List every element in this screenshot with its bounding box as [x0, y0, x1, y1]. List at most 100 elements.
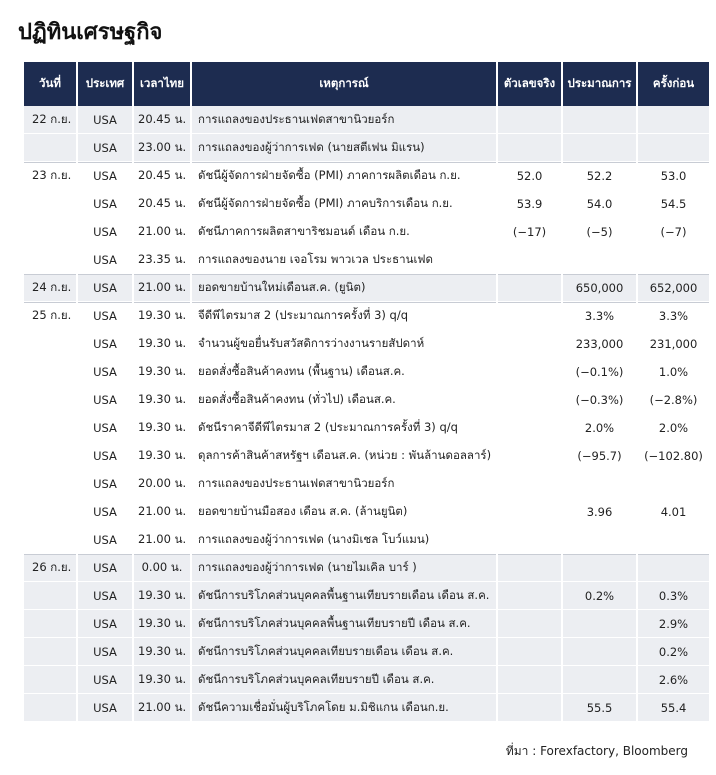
- actual-cell: [498, 246, 561, 274]
- event-cell: ยอดสั่งซื้อสินค้าคงทน (พื้นฐาน) เดือนส.ค…: [192, 358, 496, 386]
- forecast-cell: (−95.7): [563, 442, 636, 470]
- actual-cell: [498, 470, 561, 498]
- country-cell: USA: [78, 694, 132, 722]
- country-cell: USA: [78, 106, 132, 134]
- time-cell: 21.00 น.: [134, 694, 190, 722]
- time-cell: 20.45 น.: [134, 106, 190, 134]
- table-row: USA 19.30 น. จำนวนผู้ขอยื่นรับสวัสดิการว่า…: [24, 330, 709, 358]
- date-cell: [24, 218, 76, 246]
- header-cell: ตัวเลขจริง: [498, 62, 561, 106]
- time-cell: 21.00 น.: [134, 218, 190, 246]
- previous-cell: 2.0%: [638, 414, 709, 442]
- country-cell: USA: [78, 162, 132, 190]
- forecast-cell: [563, 666, 636, 694]
- country-cell: USA: [78, 386, 132, 414]
- event-cell: ดัชนีภาคการผลิตสาขาริชมอนด์ เดือน ก.ย.: [192, 218, 496, 246]
- previous-cell: 55.4: [638, 694, 709, 722]
- date-cell: [24, 442, 76, 470]
- page-title: ปฏิทินเศรษฐกิจ: [18, 20, 163, 45]
- actual-cell: [498, 442, 561, 470]
- time-cell: 19.30 น.: [134, 638, 190, 666]
- date-cell: [24, 414, 76, 442]
- time-cell: 19.30 น.: [134, 666, 190, 694]
- event-cell: ยอดขายบ้านมือสอง เดือน ส.ค. (ล้านยูนิต): [192, 498, 496, 526]
- event-cell: การแถลงของผู้ว่าการเฟด (นางมิเชล โบว์แมน…: [192, 526, 496, 554]
- time-cell: 0.00 น.: [134, 554, 190, 582]
- forecast-cell: 233,000: [563, 330, 636, 358]
- country-cell: USA: [78, 330, 132, 358]
- country-cell: USA: [78, 274, 132, 302]
- event-cell: ดุลการค้าสินค้าสหรัฐฯ เดือนส.ค. (หน่วย :…: [192, 442, 496, 470]
- event-cell: การแถลงของประธานเฟดสาขานิวยอร์ก: [192, 106, 496, 134]
- previous-cell: (−2.8%): [638, 386, 709, 414]
- previous-cell: [638, 106, 709, 134]
- event-cell: ยอดสั่งซื้อสินค้าคงทน (ทั่วไป) เดือนส.ค.: [192, 386, 496, 414]
- actual-cell: [498, 134, 561, 162]
- table-row: 25 ก.ย. USA 19.30 น. จีดีพีไตรมาส 2 (ประมาณ…: [24, 302, 709, 330]
- previous-cell: 54.5: [638, 190, 709, 218]
- header-cell: เวลาไทย: [134, 62, 190, 106]
- forecast-cell: (−0.1%): [563, 358, 636, 386]
- forecast-cell: 3.96: [563, 498, 636, 526]
- time-cell: 21.00 น.: [134, 274, 190, 302]
- previous-cell: 3.3%: [638, 302, 709, 330]
- date-cell: [24, 330, 76, 358]
- table-row: USA 21.00 น. การแถลงของผู้ว่าการเฟด (นางมิ…: [24, 526, 709, 554]
- time-cell: 21.00 น.: [134, 526, 190, 554]
- table-row: USA 23.35 น. การแถลงของนาย เจอโรม พาวเวล ป…: [24, 246, 709, 274]
- previous-cell: [638, 526, 709, 554]
- table-row: USA 19.30 น. ดัชนีการบริโภคส่วนบุคคลเทียบร…: [24, 638, 709, 666]
- time-cell: 19.30 น.: [134, 302, 190, 330]
- table-row: USA 23.00 น. การแถลงของผู้ว่าการเฟด (นายสต…: [24, 134, 709, 162]
- source-note: ที่มา : Forexfactory, Bloomberg: [505, 744, 688, 758]
- calendar-table: วันที่ ประเทศ เวลาไทย เหตุการณ์ ตัวเลขจริง ปร…: [22, 62, 711, 722]
- actual-cell: (−17): [498, 218, 561, 246]
- forecast-cell: [563, 246, 636, 274]
- date-cell: 24 ก.ย.: [24, 274, 76, 302]
- event-cell: การแถลงของประธานเฟดสาขานิวยอร์ก: [192, 470, 496, 498]
- table-row: USA 21.00 น. ดัชนีภาคการผลิตสาขาริชมอนด์ เ…: [24, 218, 709, 246]
- table-row: USA 19.30 น. ดัชนีราคาจีดีพีไตรมาส 2 (ประม…: [24, 414, 709, 442]
- date-cell: [24, 610, 76, 638]
- time-cell: 23.35 น.: [134, 246, 190, 274]
- previous-cell: 0.2%: [638, 638, 709, 666]
- country-cell: USA: [78, 610, 132, 638]
- previous-cell: [638, 246, 709, 274]
- previous-cell: 0.3%: [638, 582, 709, 610]
- forecast-cell: 52.2: [563, 162, 636, 190]
- date-cell: [24, 190, 76, 218]
- event-cell: จีดีพีไตรมาส 2 (ประมาณการครั้งที่ 3) q/q: [192, 302, 496, 330]
- date-cell: 22 ก.ย.: [24, 106, 76, 134]
- event-cell: จำนวนผู้ขอยื่นรับสวัสดิการว่างงานรายสัปด…: [192, 330, 496, 358]
- header-cell: เหตุการณ์: [192, 62, 496, 106]
- date-cell: [24, 498, 76, 526]
- header-cell: ครั้งก่อน: [638, 62, 709, 106]
- forecast-cell: [563, 554, 636, 582]
- date-cell: 26 ก.ย.: [24, 554, 76, 582]
- forecast-cell: [563, 610, 636, 638]
- date-cell: [24, 386, 76, 414]
- date-cell: [24, 582, 76, 610]
- event-cell: ดัชนีการบริโภคส่วนบุคคลพื้นฐานเทียบรายเด…: [192, 582, 496, 610]
- event-cell: ดัชนีการบริโภคส่วนบุคคลเทียบรายเดือน เดื…: [192, 638, 496, 666]
- table-row: USA 21.00 น. ยอดขายบ้านมือสอง เดือน ส.ค. (…: [24, 498, 709, 526]
- event-cell: ดัชนีราคาจีดีพีไตรมาส 2 (ประมาณการครั้งท…: [192, 414, 496, 442]
- time-cell: 20.45 น.: [134, 162, 190, 190]
- previous-cell: 2.9%: [638, 610, 709, 638]
- previous-cell: 2.6%: [638, 666, 709, 694]
- country-cell: USA: [78, 302, 132, 330]
- forecast-cell: [563, 638, 636, 666]
- time-cell: 19.30 น.: [134, 330, 190, 358]
- actual-cell: 52.0: [498, 162, 561, 190]
- actual-cell: [498, 526, 561, 554]
- table-row: USA 19.30 น. ดัชนีการบริโภคส่วนบุคคลเทียบร…: [24, 666, 709, 694]
- country-cell: USA: [78, 582, 132, 610]
- date-cell: [24, 134, 76, 162]
- country-cell: USA: [78, 554, 132, 582]
- header-cell: วันที่: [24, 62, 76, 106]
- forecast-cell: 2.0%: [563, 414, 636, 442]
- time-cell: 19.30 น.: [134, 582, 190, 610]
- date-cell: [24, 470, 76, 498]
- time-cell: 19.30 น.: [134, 358, 190, 386]
- table-row: 24 ก.ย. USA 21.00 น. ยอดขายบ้านใหม่เดือนส.ค…: [24, 274, 709, 302]
